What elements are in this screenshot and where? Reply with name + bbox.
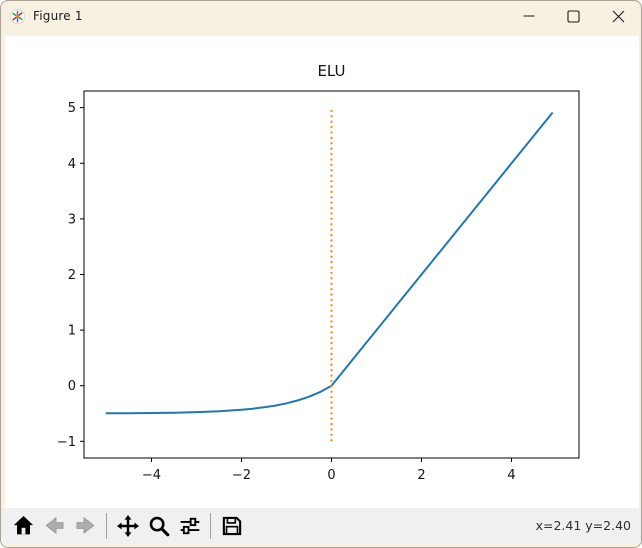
- canvas-frame: ELU −4 −2 0 2 4 −1 0 1 2 3 4 5: [1, 31, 641, 508]
- home-icon: [13, 516, 34, 535]
- toolbar-separator: [106, 512, 107, 539]
- y-tick-label: 1: [68, 324, 76, 339]
- y-tick-label: 0: [68, 379, 76, 394]
- pan-button[interactable]: [114, 512, 141, 539]
- window-controls: [506, 1, 641, 31]
- pan-icon: [116, 514, 139, 537]
- close-icon: [612, 10, 625, 22]
- x-tick-label: 0: [327, 468, 335, 483]
- maximize-button[interactable]: [551, 1, 596, 31]
- y-tick-label: 2: [68, 268, 76, 283]
- back-arrow-icon: [45, 516, 64, 535]
- save-floppy-icon: [222, 516, 241, 535]
- y-tick-label: 4: [68, 157, 76, 172]
- home-button[interactable]: [10, 512, 37, 539]
- figure-canvas[interactable]: ELU −4 −2 0 2 4 −1 0 1 2 3 4 5: [5, 36, 639, 508]
- y-tick-label: 3: [68, 212, 76, 227]
- x-tick-label: 2: [417, 468, 425, 483]
- matplotlib-logo-icon: [9, 8, 26, 25]
- y-tick-label: −1: [57, 435, 76, 450]
- x-tick-label: −2: [232, 468, 251, 483]
- maximize-icon: [567, 9, 580, 23]
- cursor-coordinates: x=2.41 y=2.40: [535, 518, 631, 533]
- zoom-button[interactable]: [145, 512, 172, 539]
- forward-arrow-icon: [76, 516, 95, 535]
- x-tick-label: −4: [142, 468, 161, 483]
- navigation-toolbar: x=2.41 y=2.40: [1, 508, 641, 543]
- forward-button[interactable]: [72, 512, 99, 539]
- save-button[interactable]: [218, 512, 245, 539]
- configure-subplots-button[interactable]: [176, 512, 203, 539]
- x-tick-label: 4: [507, 468, 515, 483]
- close-button[interactable]: [596, 1, 641, 31]
- back-button[interactable]: [41, 512, 68, 539]
- zoom-magnifier-icon: [149, 516, 169, 536]
- y-tick-label: 5: [68, 101, 76, 116]
- minimize-icon: [523, 15, 534, 17]
- window-title: Figure 1: [33, 9, 83, 23]
- elu-curve: [105, 112, 553, 415]
- minimize-button[interactable]: [506, 1, 551, 31]
- chart-title: ELU: [317, 62, 345, 80]
- subplot-sliders-icon: [180, 517, 199, 534]
- toolbar-separator: [210, 512, 211, 539]
- titlebar[interactable]: Figure 1: [1, 1, 641, 31]
